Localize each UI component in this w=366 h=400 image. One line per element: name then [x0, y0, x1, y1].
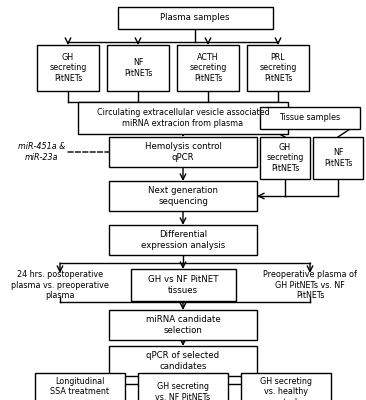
Text: GH
secreting
PitNETs: GH secreting PitNETs — [49, 53, 87, 83]
FancyBboxPatch shape — [37, 45, 99, 91]
FancyBboxPatch shape — [247, 45, 309, 91]
Text: ACTH
secreting
PitNETs: ACTH secreting PitNETs — [189, 53, 227, 83]
Text: GH secreting
vs. NF PitNETs: GH secreting vs. NF PitNETs — [156, 382, 210, 400]
FancyBboxPatch shape — [241, 373, 331, 400]
Text: miRNA candidate
selection: miRNA candidate selection — [146, 315, 220, 335]
Text: NF
PitNETs: NF PitNETs — [324, 148, 352, 168]
Text: Preoperative plasma of
GH PitNETs vs. NF
PitNETs: Preoperative plasma of GH PitNETs vs. NF… — [263, 270, 357, 300]
Text: Next generation
sequencing: Next generation sequencing — [148, 186, 218, 206]
FancyBboxPatch shape — [78, 102, 288, 134]
FancyBboxPatch shape — [260, 137, 310, 179]
Text: Differential
expression analysis: Differential expression analysis — [141, 230, 225, 250]
FancyBboxPatch shape — [131, 269, 235, 301]
FancyBboxPatch shape — [138, 373, 228, 400]
Text: Hemolysis control
qPCR: Hemolysis control qPCR — [145, 142, 221, 162]
Text: Tissue samples: Tissue samples — [279, 114, 340, 122]
Text: Longitudinal
SSA treatment
group: Longitudinal SSA treatment group — [51, 377, 109, 400]
Text: GH vs NF PitNET
tissues: GH vs NF PitNET tissues — [148, 275, 218, 295]
Text: Plasma samples: Plasma samples — [160, 14, 230, 22]
Text: PRL
secreting
PitNETs: PRL secreting PitNETs — [259, 53, 297, 83]
FancyBboxPatch shape — [35, 373, 125, 400]
Text: GH
secreting
PitNETs: GH secreting PitNETs — [266, 143, 304, 173]
FancyBboxPatch shape — [260, 107, 360, 129]
Text: qPCR of selected
candidates: qPCR of selected candidates — [146, 351, 220, 371]
Text: NF
PitNETs: NF PitNETs — [124, 58, 152, 78]
FancyBboxPatch shape — [109, 181, 257, 211]
Text: GH secreting
vs. healthy
controls: GH secreting vs. healthy controls — [260, 377, 312, 400]
FancyBboxPatch shape — [109, 310, 257, 340]
Text: miR-451a &
miR-23a: miR-451a & miR-23a — [18, 142, 66, 162]
FancyBboxPatch shape — [109, 137, 257, 167]
FancyBboxPatch shape — [107, 45, 169, 91]
Text: 24 hrs. postoperative
plasma vs. preoperative
plasma: 24 hrs. postoperative plasma vs. preoper… — [11, 270, 109, 300]
FancyBboxPatch shape — [177, 45, 239, 91]
FancyBboxPatch shape — [117, 7, 273, 29]
FancyBboxPatch shape — [109, 225, 257, 255]
Text: Circulating extracellular vesicle associated
miRNA extracion from plasma: Circulating extracellular vesicle associ… — [97, 108, 269, 128]
FancyBboxPatch shape — [109, 346, 257, 376]
FancyBboxPatch shape — [313, 137, 363, 179]
